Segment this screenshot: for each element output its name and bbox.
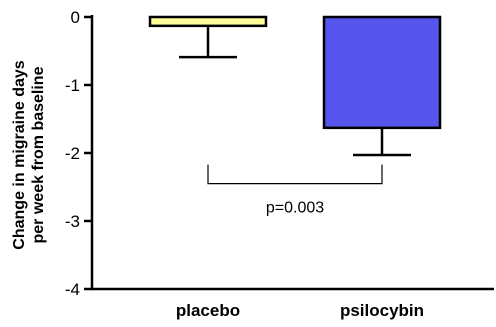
axes-layer (84, 15, 494, 291)
y-tick-label: -4 (65, 280, 80, 299)
significance-annotation: p=0.003 (207, 164, 383, 217)
y-tick-label: -3 (65, 212, 80, 231)
bar-psilocybin (322, 15, 442, 130)
bars-layer (148, 15, 442, 130)
y-axis-title-line2: per week from baseline (30, 66, 47, 243)
y-tick-label: -1 (65, 76, 80, 95)
bar-placebo (148, 15, 268, 28)
y-tick-label: 0 (71, 8, 80, 27)
y-tick-label: -2 (65, 144, 80, 163)
error-bars-layer (179, 25, 411, 157)
p-value-label: p=0.003 (266, 200, 324, 217)
significance-bracket (207, 164, 383, 185)
x-tick-label-placebo: placebo (176, 301, 240, 320)
labels-layer: 0 -1 -2 -3 -4 placebo psilocybin (65, 8, 424, 320)
y-axis-title-line1: Change in migraine days (11, 60, 28, 249)
y-axis-title: Change in migraine days per week from ba… (11, 60, 47, 249)
x-tick-label-psilocybin: psilocybin (340, 301, 424, 320)
